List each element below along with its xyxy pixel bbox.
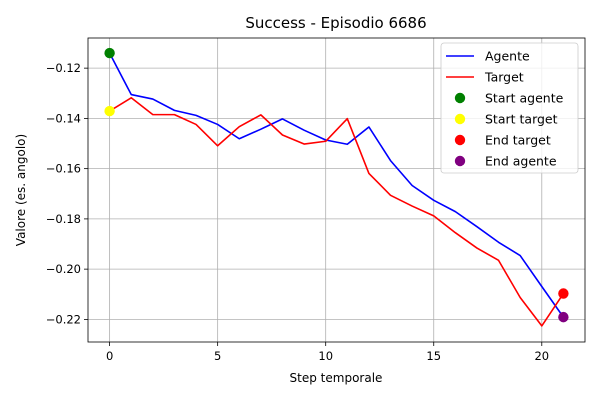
- x-tick-label: 5: [214, 349, 221, 363]
- legend-swatch-end-agente: [454, 155, 466, 167]
- series-line-agente: [108, 52, 565, 318]
- legend-label-target: Target: [484, 70, 524, 85]
- marker-end-agente: [558, 311, 569, 323]
- marker-area: [104, 47, 569, 323]
- legend-swatch-end-target: [454, 134, 466, 146]
- legend-label-end-target: End target: [485, 133, 551, 148]
- legend-swatch-start-target: [454, 113, 466, 125]
- x-tick-label: 10: [318, 349, 333, 363]
- marker-start-target: [104, 105, 115, 117]
- legend-box: [440, 42, 579, 174]
- legend: Agente Target Start agente Start target End …: [440, 42, 579, 174]
- legend-label-agente: Agente: [485, 49, 530, 64]
- series-line-target: [109, 97, 565, 327]
- x-tick-label: 0: [106, 349, 113, 363]
- x-axis: 0 5 10 15 20: [106, 342, 549, 363]
- x-tick-label: 15: [426, 349, 441, 363]
- plot-frame: [87, 37, 586, 343]
- y-tick-label: −0.12: [46, 61, 81, 75]
- y-tick-label: −0.16: [46, 162, 81, 176]
- legend-label-start-target: Start target: [485, 112, 558, 127]
- legend-items: Agente Target Start agente Start target End …: [446, 49, 564, 169]
- y-axis-label: Valore (es. angolo): [14, 134, 28, 246]
- marker-start-agente: [104, 47, 115, 59]
- x-tick-label: 20: [534, 349, 549, 363]
- legend-label-end-agente: End agente: [485, 154, 557, 169]
- y-tick-label: −0.20: [46, 262, 81, 276]
- y-tick-label: −0.14: [46, 111, 81, 125]
- y-tick-label: −0.18: [46, 212, 81, 226]
- y-tick-label: −0.22: [46, 312, 81, 326]
- chart-title: Success - Episodio 6686: [245, 14, 426, 32]
- legend-swatch-start-agente: [454, 92, 466, 104]
- x-axis-label: Step temporale: [290, 371, 383, 385]
- marker-end-target: [558, 288, 569, 299]
- y-axis: −0.22 −0.20 −0.18 −0.16 −0.14 −0.12: [46, 61, 88, 326]
- series-area: [108, 52, 565, 327]
- legend-label-start-agente: Start agente: [485, 91, 564, 106]
